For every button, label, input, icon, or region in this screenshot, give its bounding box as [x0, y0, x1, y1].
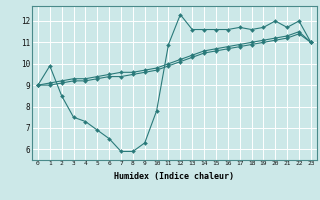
X-axis label: Humidex (Indice chaleur): Humidex (Indice chaleur) [115, 172, 234, 181]
